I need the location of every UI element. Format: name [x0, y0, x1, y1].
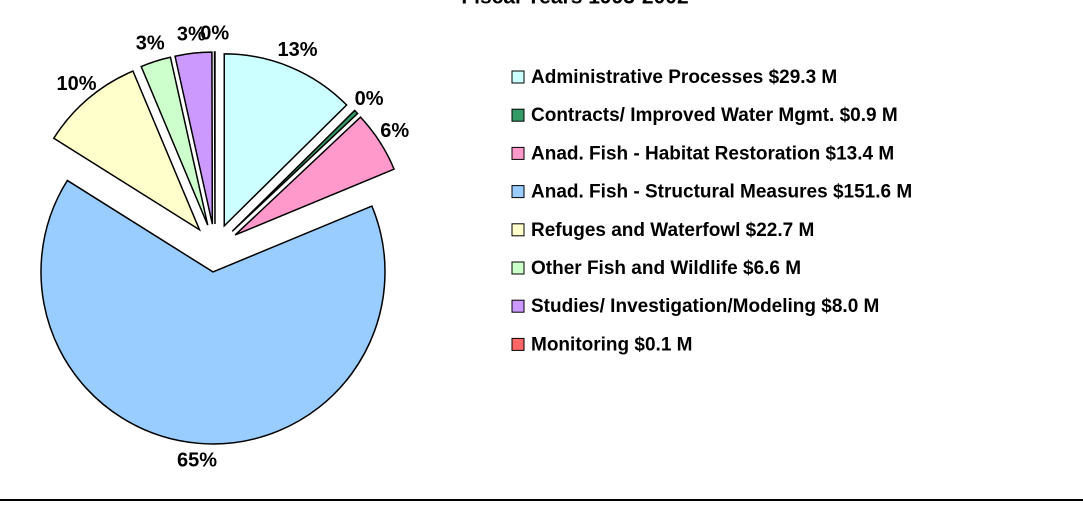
legend-label: Studies/ Investigation/Modeling $8.0 M — [531, 296, 879, 317]
legend-label: Anad. Fish - Habitat Restoration $13.4 M — [531, 143, 894, 164]
legend-label: Contracts/ Improved Water Mgmt. $0.9 M — [531, 105, 898, 126]
legend-swatch — [511, 185, 525, 199]
legend-label: Other Fish and Wildlife $6.6 M — [531, 258, 801, 279]
data-label: 65% — [177, 450, 217, 472]
data-label: 3% — [177, 24, 206, 46]
data-label: 0% — [200, 22, 229, 44]
pie-slice — [140, 56, 209, 226]
pie-slice — [231, 109, 359, 232]
legend-label: Anad. Fish - Structural Measures $151.6 … — [531, 182, 912, 203]
chart-title: Fiscal Years 1993-2002 — [461, 0, 688, 9]
legend-swatch — [511, 108, 525, 122]
pie-slice — [234, 116, 396, 236]
legend-swatch — [511, 223, 525, 237]
pie-slice — [52, 70, 202, 232]
data-label: 10% — [57, 73, 97, 95]
legend-swatch — [511, 337, 525, 351]
data-label: 6% — [380, 120, 409, 142]
pie-slice — [174, 51, 214, 225]
legend-swatch — [511, 261, 525, 275]
legend-label: Refuges and Waterfowl $22.7 M — [531, 220, 814, 241]
legend-swatch — [511, 299, 525, 313]
legend-label: Monitoring $0.1 M — [531, 334, 693, 355]
legend-label: Administrative Processes $29.3 M — [531, 67, 837, 88]
data-label: 3% — [136, 32, 165, 54]
pie-slice — [40, 179, 386, 445]
data-label: 13% — [277, 39, 317, 61]
legend-swatch — [511, 70, 525, 84]
legend-swatch — [511, 146, 525, 160]
pie-slice — [223, 53, 348, 228]
data-label: 0% — [355, 88, 384, 110]
